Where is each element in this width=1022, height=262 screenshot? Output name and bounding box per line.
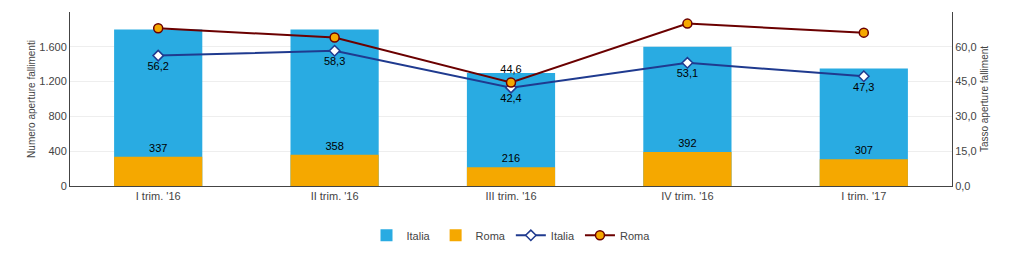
svg-text:III trim. '16: III trim. '16 (486, 190, 537, 202)
svg-text:53,1: 53,1 (677, 67, 698, 79)
svg-text:337: 337 (149, 142, 167, 154)
svg-text:1.200: 1.200 (39, 75, 67, 87)
svg-text:1.600: 1.600 (39, 41, 67, 53)
svg-text:0: 0 (61, 180, 67, 192)
svg-text:56,2: 56,2 (147, 60, 168, 72)
svg-text:15,0: 15,0 (955, 145, 976, 157)
svg-text:I trim. '16: I trim. '16 (136, 190, 181, 202)
svg-text:Tasso aperture falliment: Tasso aperture falliment (979, 46, 990, 152)
svg-text:Roma: Roma (476, 230, 506, 242)
svg-text:30,0: 30,0 (955, 110, 976, 122)
svg-text:358: 358 (325, 140, 343, 152)
svg-text:42,4: 42,4 (500, 92, 521, 104)
svg-text:I trim. '17: I trim. '17 (841, 190, 886, 202)
svg-text:58,3: 58,3 (324, 55, 345, 67)
svg-text:60,0: 60,0 (955, 41, 976, 53)
svg-text:Numero aperture fallimenti: Numero aperture fallimenti (26, 40, 37, 158)
svg-text:392: 392 (678, 137, 696, 149)
svg-text:0,0: 0,0 (955, 180, 970, 192)
svg-text:II trim. '16: II trim. '16 (311, 190, 359, 202)
svg-text:Italia: Italia (407, 230, 431, 242)
svg-text:307: 307 (855, 144, 873, 156)
svg-text:216: 216 (502, 152, 520, 164)
svg-text:800: 800 (48, 110, 66, 122)
svg-text:400: 400 (48, 145, 66, 157)
svg-text:IV trim. '16: IV trim. '16 (661, 190, 713, 202)
svg-text:45,0: 45,0 (955, 75, 976, 87)
svg-text:Italia: Italia (551, 230, 575, 242)
svg-text:44,6: 44,6 (500, 63, 521, 75)
svg-text:Roma: Roma (620, 230, 650, 242)
svg-text:47,3: 47,3 (853, 81, 874, 93)
